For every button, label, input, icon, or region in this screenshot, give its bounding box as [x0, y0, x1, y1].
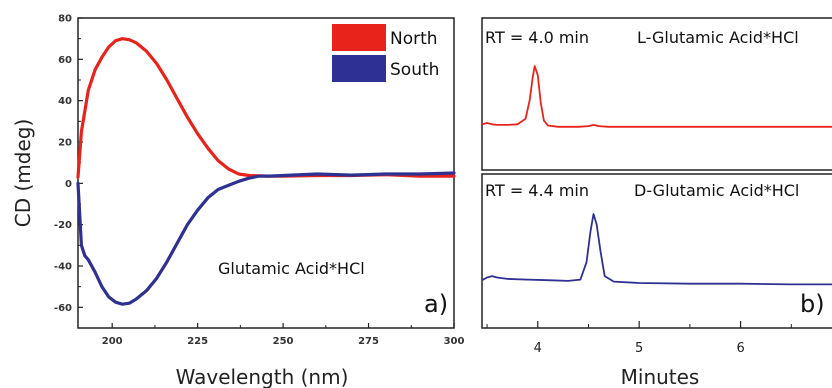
panel-b-series — [481, 65, 832, 286]
panel-b-bottom-compound: D-Glutamic Acid*HCl — [634, 181, 799, 200]
panel-b-label: b) — [800, 290, 825, 318]
legend-label-south: South — [390, 60, 439, 80]
panel-a-label: a) — [424, 290, 448, 318]
panel-a-x-axis-title: Wavelength (nm) — [176, 365, 349, 388]
y-tick-label: -20 — [54, 220, 72, 231]
x-tick-label: 225 — [187, 336, 208, 347]
panel-b-x-ticks: 4 5 6 — [486, 321, 792, 356]
y-tick-label: -60 — [54, 303, 72, 314]
panel-b-x-axis-title: Minutes — [621, 365, 700, 388]
y-tick-label: 60 — [58, 55, 72, 66]
x-tick-label: 5 — [635, 341, 643, 356]
legend: North South — [332, 24, 439, 82]
panel-a-x-ticks: 200 225 250 275 300 — [102, 323, 465, 347]
panel-a-y-axis-title: CD (mdeg) — [11, 119, 35, 228]
panel-b-top-rt: RT = 4.0 min — [485, 28, 589, 47]
x-tick-label: 4 — [534, 341, 542, 356]
x-tick-label: 300 — [444, 336, 465, 347]
x-tick-label: 275 — [358, 336, 379, 347]
panel-a-annotation: Glutamic Acid*HCl — [218, 259, 365, 278]
y-tick-label: -40 — [54, 262, 72, 273]
legend-label-north: North — [390, 29, 438, 49]
x-tick-label: 200 — [102, 336, 123, 347]
y-tick-label: 20 — [58, 138, 72, 149]
y-tick-label: 80 — [58, 14, 72, 25]
x-tick-label: 250 — [273, 336, 294, 347]
legend-swatch-north — [332, 24, 386, 51]
chromatogram-trace-d — [481, 213, 832, 286]
series-line-south — [76, 171, 456, 306]
panel-b-bottom-rt: RT = 4.4 min — [485, 181, 589, 200]
legend-swatch-south — [332, 55, 386, 82]
y-tick-label: 40 — [58, 96, 72, 107]
y-tick-label: 0 — [65, 179, 72, 190]
panel-a-y-ticks: 80 60 40 20 0 -20 -40 -60 — [54, 14, 83, 329]
chromatogram-trace-l — [481, 65, 832, 128]
panel-b-top-frame — [481, 17, 832, 171]
x-tick-label: 6 — [736, 341, 744, 356]
panel-b-bottom-frame — [481, 173, 832, 329]
panel-a-series — [76, 37, 456, 306]
panel-b-top-compound: L-Glutamic Acid*HCl — [637, 28, 799, 47]
